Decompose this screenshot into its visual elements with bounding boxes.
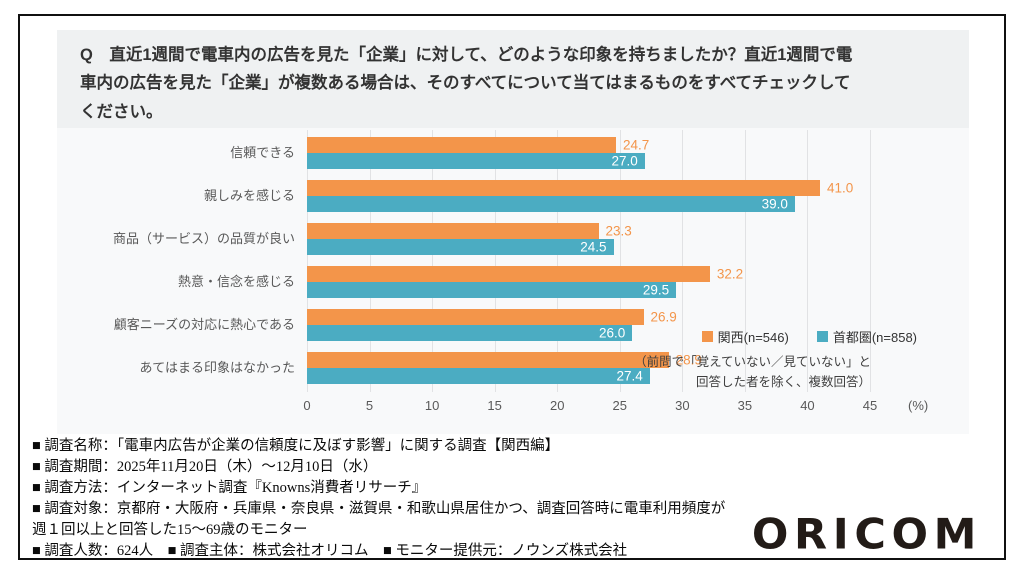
bar-group-3: 32.2 29.5 <box>307 266 969 298</box>
x-tick-20: 20 <box>549 398 565 413</box>
bar-value-kansai-1: 41.0 <box>827 180 854 196</box>
category-label-2: 商品（サービス）の品質が良い <box>112 230 295 246</box>
survey-detail-period: ■ 調査期間：2025年11月20日（木）～12月10日（水） <box>32 459 378 475</box>
gridline-5 <box>369 130 371 392</box>
bar-value-shutoken-0: 27.0 <box>611 153 638 169</box>
chart-legend: 関西(n=546) 首都圏(n=858) <box>701 327 917 346</box>
chart-row-5: あてはまる印象はなかった 28.9 27.4 <box>57 352 969 384</box>
bar-kansai-4: 26.9 <box>307 309 677 325</box>
bar-value-kansai-5: 28.9 <box>675 352 702 368</box>
category-label-0: 信頼できる <box>230 144 295 160</box>
survey-detail-target: ■ 調査対象：京都府・大阪府・兵庫県・奈良県・滋賀県・和歌山県居住かつ、調査回答… <box>32 501 726 517</box>
chart-rows: 信頼できる 24.7 27.0 親しみを感じる 41.0 39.0 商品（サービス）の品質が… <box>57 137 969 384</box>
chart-row-0: 信頼できる 24.7 27.0 <box>57 137 969 169</box>
bar-value-kansai-4: 26.9 <box>650 309 677 325</box>
chart-note: （前問で「覚えていない／見ていない」と 回答した者を除く、複数回答） <box>634 352 871 392</box>
survey-question: Q 直近1週間で電車内の広告を見た「企業」に対して、どのような印象を持ちましたか… <box>57 30 969 128</box>
category-label-5: あてはまる印象はなかった <box>139 359 295 375</box>
bar-kansai-5: 28.9 <box>307 352 702 368</box>
survey-details: ■ 調査名称：「電車内広告が企業の信頼度に及ぼす影響」に関する調査【関西編】 ■… <box>32 436 752 562</box>
bar-kansai-0: 24.7 <box>307 137 649 153</box>
bar-value-shutoken-2: 24.5 <box>580 239 607 255</box>
oricom-logo: ORICOM <box>751 510 982 560</box>
bar-shutoken-1: 39.0 <box>307 196 795 212</box>
bar-shutoken-3: 29.5 <box>307 282 677 298</box>
bar-group-0: 24.7 27.0 <box>307 137 969 169</box>
x-tick-10: 10 <box>424 398 440 413</box>
bar-kansai-2: 23.3 <box>307 223 632 239</box>
bar-shutoken-2: 24.5 <box>307 239 614 255</box>
legend-item-shutoken: 首都圏(n=858) <box>816 327 917 346</box>
bar-kansai-3: 32.2 <box>307 266 743 282</box>
bar-value-shutoken-3: 29.5 <box>642 282 670 298</box>
gridline-35 <box>744 130 746 392</box>
x-tick-25: 25 <box>612 398 627 413</box>
chart-row-3: 熱意・信念を感じる 32.2 29.5 <box>57 266 969 298</box>
x-tick-0: 0 <box>303 398 311 413</box>
bar-value-kansai-3: 32.2 <box>716 266 744 282</box>
x-tick-45: 45 <box>862 398 878 413</box>
bar-value-shutoken-5: 27.4 <box>616 368 643 384</box>
bar-group-2: 23.3 24.5 <box>307 223 969 255</box>
gridline-0 <box>307 130 308 392</box>
legend-label-kansai: 関西(n=546) <box>717 330 789 345</box>
bar-value-kansai-2: 23.3 <box>605 223 632 239</box>
x-tick-30: 30 <box>675 398 690 413</box>
gridline-25 <box>619 130 621 392</box>
gridline-30 <box>682 130 684 392</box>
bar-shutoken-4: 26.0 <box>307 325 633 341</box>
survey-detail-target-cont: 週１回以上と回答した15～69歳のモニター <box>32 522 308 538</box>
gridline-40 <box>807 130 809 392</box>
gridline-10 <box>432 130 434 392</box>
bar-shutoken-5: 27.4 <box>307 368 650 384</box>
bar-group-1: 41.0 39.0 <box>307 180 969 212</box>
bar-shutoken-0: 27.0 <box>307 153 645 169</box>
gridline-15 <box>494 130 496 392</box>
bar-value-kansai-0: 24.7 <box>623 137 650 153</box>
category-label-3: 熱意・信念を感じる <box>177 273 295 289</box>
x-axis-unit-label: (%) <box>908 398 929 413</box>
bar-value-shutoken-4: 26.0 <box>599 325 626 341</box>
bar-group-4: 26.9 26.0 <box>307 309 969 341</box>
bar-chart: 信頼できる 24.7 27.0 親しみを感じる 41.0 39.0 商品（サービス）の品質が… <box>57 128 969 434</box>
gridline-45 <box>870 130 871 392</box>
chart-row-1: 親しみを感じる 41.0 39.0 <box>57 180 969 212</box>
chart-note-line-2: 回答した者を除く、複数回答） <box>695 375 871 389</box>
question-line-1: Q 直近1週間で電車内の広告を見た「企業」に対して、どのような印象を持ちましたか… <box>80 46 853 64</box>
x-tick-40: 40 <box>800 398 815 413</box>
bar-group-5: 28.9 27.4 <box>307 352 969 384</box>
bar-kansai-1: 41.0 <box>307 180 853 196</box>
question-line-3: ください。 <box>80 102 163 121</box>
survey-detail-name: ■ 調査名称：「電車内広告が企業の信頼度に及ぼす影響」に関する調査【関西編】 <box>32 438 560 454</box>
poster-frame: Q 直近1週間で電車内の広告を見た「企業」に対して、どのような印象を持ちましたか… <box>18 14 1006 560</box>
category-label-1: 親しみを感じる <box>203 187 295 203</box>
legend-item-kansai: 関西(n=546) <box>701 327 789 346</box>
x-tick-15: 15 <box>487 398 502 413</box>
chart-note-line-1: （前問で「覚えていない／見ていない」と <box>634 355 871 369</box>
gridline-20 <box>557 130 559 392</box>
legend-swatch-shutoken-icon <box>816 331 828 342</box>
category-label-4: 顧客ニーズの対応に熱心である <box>113 316 295 332</box>
chart-row-2: 商品（サービス）の品質が良い 23.3 24.5 <box>57 223 969 255</box>
x-tick-35: 35 <box>737 398 753 413</box>
chart-row-4: 顧客ニーズの対応に熱心である 26.9 26.0 <box>57 309 969 341</box>
question-line-2: 車内の広告を見た「企業」が複数ある場合は、そのすべてについて当てはまるものをすべ… <box>80 74 851 93</box>
bar-value-shutoken-1: 39.0 <box>761 196 788 212</box>
legend-label-shutoken: 首都圏(n=858) <box>832 330 917 345</box>
survey-detail-method: ■ 調査方法：インターネット調査『Knowns消費者リサーチ』 <box>32 480 427 496</box>
survey-detail-counts: ■ 調査人数：624人 ■ 調査主体：株式会社オリコム ■ モニター提供元：ノウ… <box>32 543 628 559</box>
x-tick-5: 5 <box>365 398 374 413</box>
legend-swatch-kansai-icon <box>701 331 713 342</box>
